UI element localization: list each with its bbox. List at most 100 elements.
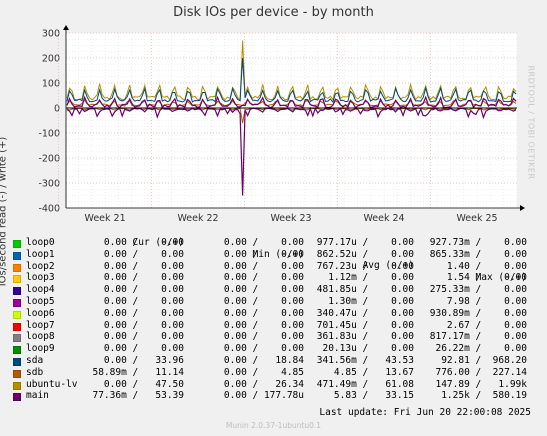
legend-label: loop1 <box>26 248 55 260</box>
legend-label: loop9 <box>26 343 55 355</box>
legend-value-cur: 0.00 / 0.00 <box>81 343 184 355</box>
legend-value-avg: 1.30m / 0.00 <box>311 296 414 307</box>
legend-row-loop8: loop8 0.00 / 0.00 0.00 / 0.00 361.83u / … <box>0 331 547 343</box>
y-tick-label: 200 <box>42 54 60 65</box>
legend-row-sda: sda 0.00 / 33.96 0.00 / 18.84 341.56m / … <box>0 355 547 367</box>
legend-label: main <box>26 390 49 402</box>
legend-value-max: 865.33m / 0.00 <box>424 248 527 260</box>
legend-value-max: 1.54 / 0.00 <box>424 272 527 284</box>
legend-value-max: 7.98 / 0.00 <box>424 296 527 307</box>
last-update: Last update: Fri Jun 20 22:00:08 2025 <box>319 407 531 418</box>
legend-swatch <box>13 381 21 390</box>
legend-value-min: 0.00 / 0.00 <box>201 331 304 343</box>
legend-row-main: main 77.36m / 53.39 0.00 / 177.78u 5.83 … <box>0 390 547 402</box>
series-main-write <box>66 95 517 109</box>
col-header-cur: Cur (-/+) <box>132 236 184 248</box>
y-tick-label: -400 <box>38 204 60 215</box>
legend-row-loop1: loop1 0.00 / 0.00 0.00 / 0.00 862.52u / … <box>0 249 547 261</box>
y-tick-label: -100 <box>38 129 60 140</box>
legend-row-ubuntu-lv: ubuntu-lv 0.00 / 47.50 0.00 / 26.34 471.… <box>0 379 547 391</box>
legend-value-cur: 58.89m / 11.14 <box>81 366 184 378</box>
y-tick-label: 300 <box>42 29 60 40</box>
legend-value-avg: 1.12m / 0.00 <box>311 272 414 284</box>
x-axis-arrow <box>520 205 525 211</box>
legend-value-min: 0.00 / 26.34 <box>201 378 304 390</box>
y-axis-arrow <box>63 25 69 30</box>
legend-value-cur: 0.00 / 0.00 <box>81 319 184 331</box>
legend-value-avg: 340.47u / 0.00 <box>311 307 414 319</box>
series-sda-write <box>66 57 517 104</box>
chart-title: Disk IOs per device - by month <box>173 5 374 20</box>
legend-label: loop2 <box>26 260 55 272</box>
legend-value-min: 0.00 / 177.78u <box>201 390 304 402</box>
legend-row-loop9: loop9 0.00 / 0.00 0.00 / 0.00 20.13u / 0… <box>0 343 547 355</box>
col-header-avg: Avg (-/+) <box>362 260 414 272</box>
legend-value-min: 0.00 / 18.84 <box>201 355 304 366</box>
legend-row-loop6: loop6 0.00 / 0.00 0.00 / 0.00 340.47u / … <box>0 308 547 320</box>
legend-swatch <box>13 275 21 284</box>
legend-value-cur: 0.00 / 0.00 <box>81 331 184 343</box>
legend-label: sda <box>26 355 44 366</box>
col-header-min: Min (-/+) <box>252 248 304 260</box>
legend-value-max: 2.67 / 0.00 <box>424 319 527 331</box>
legend-value-avg: 5.83 / 33.15 <box>311 390 414 402</box>
legend-value-avg: 977.17u / 0.00 <box>311 237 414 248</box>
legend-swatch <box>13 263 21 272</box>
legend-value-max: 26.22m / 0.00 <box>424 343 527 355</box>
legend-value-cur: 77.36m / 53.39 <box>81 390 184 402</box>
legend-swatch <box>13 393 21 402</box>
legend-value-cur: 0.00 / 0.00 <box>81 296 184 307</box>
legend-swatch <box>13 346 21 355</box>
legend-value-max: 275.33m / 0.00 <box>424 284 527 296</box>
legend-value-min: 0.00 / 4.85 <box>201 366 304 378</box>
x-tick-label: Week 24 <box>363 213 404 224</box>
legend-value-min: 0.00 / 0.00 <box>201 237 304 248</box>
y-tick-label: -200 <box>38 154 60 165</box>
legend-label: loop7 <box>26 319 55 331</box>
legend-label: loop3 <box>26 272 55 284</box>
legend-value-cur: 0.00 / 33.96 <box>81 355 184 366</box>
legend-swatch <box>13 287 21 296</box>
legend-value-cur: 0.00 / 0.00 <box>81 248 184 260</box>
legend-value-max: 1.25k / 580.19 <box>424 390 527 402</box>
legend-value-min: 0.00 / 0.00 <box>201 296 304 307</box>
legend-label: loop6 <box>26 307 55 319</box>
munin-version: Munin 2.0.37-1ubuntu0.1 <box>225 421 322 430</box>
series-main-read <box>66 106 517 196</box>
legend-value-cur: 0.00 / 0.00 <box>81 237 184 248</box>
legend-value-min: 0.00 / 0.00 <box>201 284 304 296</box>
legend-value-cur: 0.00 / 0.00 <box>81 307 184 319</box>
legend-swatch <box>13 369 21 378</box>
legend-value-min: 0.00 / 0.00 <box>201 319 304 331</box>
legend-value-max: 92.81 / 968.20 <box>424 355 527 366</box>
legend-label: loop4 <box>26 284 55 296</box>
legend-row-loop3: loop3 0.00 / 0.00 0.00 / 0.00 1.12m / 0.… <box>0 272 547 284</box>
legend-value-max: 776.00 / 227.14 <box>424 366 527 378</box>
legend-swatch <box>13 310 21 319</box>
legend-value-min: 0.00 / 0.00 <box>201 248 304 260</box>
legend-label: loop8 <box>26 331 55 343</box>
legend-value-max: 927.73m / 0.00 <box>424 237 527 248</box>
y-tick-label: 100 <box>42 79 60 90</box>
legend-label: ubuntu-lv <box>26 378 78 390</box>
legend-value-min: 0.00 / 0.00 <box>201 343 304 355</box>
legend-row-loop2: loop2 0.00 / 0.00 0.00 / 0.00 767.23u / … <box>0 261 547 273</box>
legend-header: Cur (-/+) Min (-/+) Avg (-/+) Max (-/+) <box>0 225 547 283</box>
col-header-max: Max (-/+) <box>475 272 527 284</box>
x-tick-label: Week 23 <box>270 213 311 224</box>
legend-value-max: 1.40 / 0.00 <box>424 260 527 272</box>
legend-value-max: 817.17m / 0.00 <box>424 331 527 343</box>
legend-label: loop5 <box>26 296 55 307</box>
legend-value-cur: 0.00 / 0.00 <box>81 260 184 272</box>
legend-swatch <box>13 358 21 366</box>
legend-row-sdb: sdb 58.89m / 11.14 0.00 / 4.85 4.85 / 13… <box>0 367 547 379</box>
legend-value-avg: 701.45u / 0.00 <box>311 319 414 331</box>
legend-swatch <box>13 334 21 343</box>
legend-value-cur: 0.00 / 0.00 <box>81 284 184 296</box>
x-tick-label: Week 25 <box>456 213 497 224</box>
legend-label: sdb <box>26 366 44 378</box>
legend-row-loop0: loop0 0.00 / 0.00 0.00 / 0.00 977.17u / … <box>0 237 547 249</box>
x-tick-label: Week 21 <box>84 213 125 224</box>
legend-value-avg: 481.85u / 0.00 <box>311 284 414 296</box>
